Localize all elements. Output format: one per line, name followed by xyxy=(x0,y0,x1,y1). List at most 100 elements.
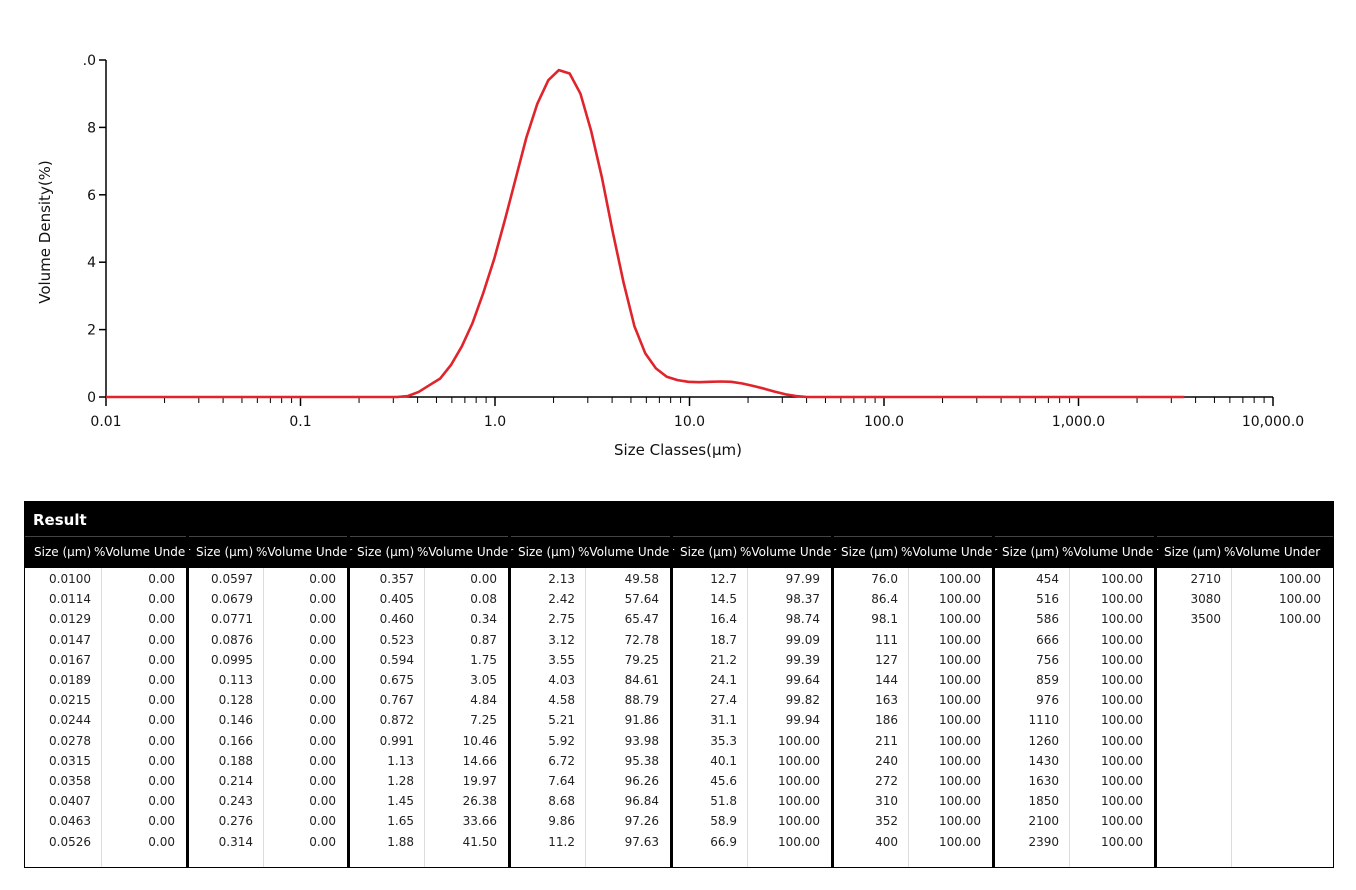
cell: 100.00 xyxy=(939,733,981,748)
cell: 2100 xyxy=(1028,814,1059,829)
cell: 1260 xyxy=(1028,733,1059,748)
cell: 41.50 xyxy=(462,834,497,849)
cell: 66.9 xyxy=(710,834,737,849)
cell: 100.00 xyxy=(778,794,820,809)
column-separator xyxy=(263,568,264,867)
x-axis-label: Size Classes(μm) xyxy=(614,441,742,459)
cell: 0.00 xyxy=(309,592,336,607)
cell: 0.00 xyxy=(148,632,175,647)
cell: 51.8 xyxy=(710,794,737,809)
cell: 12.7 xyxy=(710,572,737,586)
column-header: Size (μm) xyxy=(196,545,254,559)
cell: 0.87 xyxy=(470,632,497,647)
cell: 2.75 xyxy=(548,612,575,627)
cell: 21.2 xyxy=(710,652,737,667)
cell: 1430 xyxy=(1028,753,1059,768)
cell: 0.188 xyxy=(218,753,253,768)
cell: 99.64 xyxy=(785,673,820,687)
cell: 99.94 xyxy=(785,713,820,728)
cell: 0.00 xyxy=(309,572,336,586)
cell: 100.00 xyxy=(1101,693,1143,708)
cell: 100.00 xyxy=(939,834,981,849)
cell: 0.594 xyxy=(379,652,414,667)
cell: 0.113 xyxy=(218,673,253,687)
cell: 0.0147 xyxy=(49,632,91,647)
x-tick-label: 10.0 xyxy=(674,414,705,430)
column-header: Size (μm) xyxy=(34,545,92,559)
cell: 352 xyxy=(875,814,898,829)
cell: 8.68 xyxy=(548,794,575,809)
cell: 1.65 xyxy=(387,814,414,829)
cell: 100.00 xyxy=(939,612,981,627)
cell: 93.98 xyxy=(624,733,659,748)
cell: 0.0129 xyxy=(49,612,91,627)
cell: 0.0995 xyxy=(211,652,253,667)
cell: 100.00 xyxy=(1101,814,1143,829)
group-separator xyxy=(346,536,350,867)
cell: 98.1 xyxy=(871,612,898,627)
cell: 98.37 xyxy=(785,592,820,607)
chart: Size Classes(μm) Volume Density(%) 0 2 4 6 8… xyxy=(36,53,1304,459)
column-header: %Volume Under xyxy=(901,545,998,559)
cell: 0.0215 xyxy=(49,693,91,708)
cell: 100.00 xyxy=(778,834,820,849)
cell: 0.0315 xyxy=(49,753,91,768)
cell: 240 xyxy=(875,753,898,768)
cell: 0.166 xyxy=(218,733,253,748)
cell: 127 xyxy=(875,652,898,667)
cell: 100.00 xyxy=(939,632,981,647)
cell: 0.0876 xyxy=(211,632,253,647)
cell: 0.00 xyxy=(309,652,336,667)
x-tick-label: 0.01 xyxy=(90,414,121,430)
cell: 666 xyxy=(1036,632,1059,647)
cell: 2.42 xyxy=(548,592,575,607)
cell: 0.675 xyxy=(379,673,414,687)
cell: 14.5 xyxy=(710,592,737,607)
cell: 4.03 xyxy=(548,673,575,687)
cell: 86.4 xyxy=(871,592,898,607)
column-header: %Volume Under xyxy=(256,545,353,559)
cell: 0.460 xyxy=(379,612,414,627)
cell: 0.0771 xyxy=(211,612,253,627)
cell: 0.0597 xyxy=(211,572,253,586)
cell: 211 xyxy=(875,733,898,748)
cell: 516 xyxy=(1036,592,1059,607)
cell: 0.214 xyxy=(218,774,253,788)
cell: 100.00 xyxy=(939,753,981,768)
cell: 45.6 xyxy=(710,774,737,788)
cell: 454 xyxy=(1036,572,1059,586)
cell: 0.872 xyxy=(379,713,414,728)
cell: 100.00 xyxy=(939,794,981,809)
cell: 100.00 xyxy=(939,592,981,607)
cell: 0.00 xyxy=(148,774,175,788)
cell: 19.97 xyxy=(462,774,497,788)
cell: 7.25 xyxy=(470,713,497,728)
x-tick-label: 0.1 xyxy=(289,414,311,430)
cell: 3.55 xyxy=(548,652,575,667)
cell: 95.38 xyxy=(624,753,659,768)
header-bar xyxy=(25,536,1333,568)
cell: 100.00 xyxy=(1101,794,1143,809)
cell: 0.00 xyxy=(148,713,175,728)
cell: 3500 xyxy=(1190,612,1221,627)
cell: 0.991 xyxy=(379,733,414,748)
group-separator xyxy=(1153,536,1157,867)
cell: 100.00 xyxy=(1101,632,1143,647)
cell: 97.26 xyxy=(624,814,659,829)
result-table: Result Size (μm) %Volume Under 0.0100 0.00 0… xyxy=(24,501,1334,868)
cell: 99.82 xyxy=(785,693,820,708)
cell: 100.00 xyxy=(1279,592,1321,607)
cell: 0.0463 xyxy=(49,814,91,829)
x-tick-label: 10,000.0 xyxy=(1242,414,1304,430)
cell: 0.00 xyxy=(309,693,336,708)
cell: 26.38 xyxy=(462,794,497,809)
cell: 100.00 xyxy=(939,673,981,687)
group-separator xyxy=(185,536,189,867)
cell: 7.64 xyxy=(548,774,575,788)
cell: 3.12 xyxy=(548,632,575,647)
cell: 100.00 xyxy=(1101,652,1143,667)
y-tick-label: 6 xyxy=(87,188,96,204)
cell: 100.00 xyxy=(1101,774,1143,788)
cell: 0.357 xyxy=(379,572,414,586)
